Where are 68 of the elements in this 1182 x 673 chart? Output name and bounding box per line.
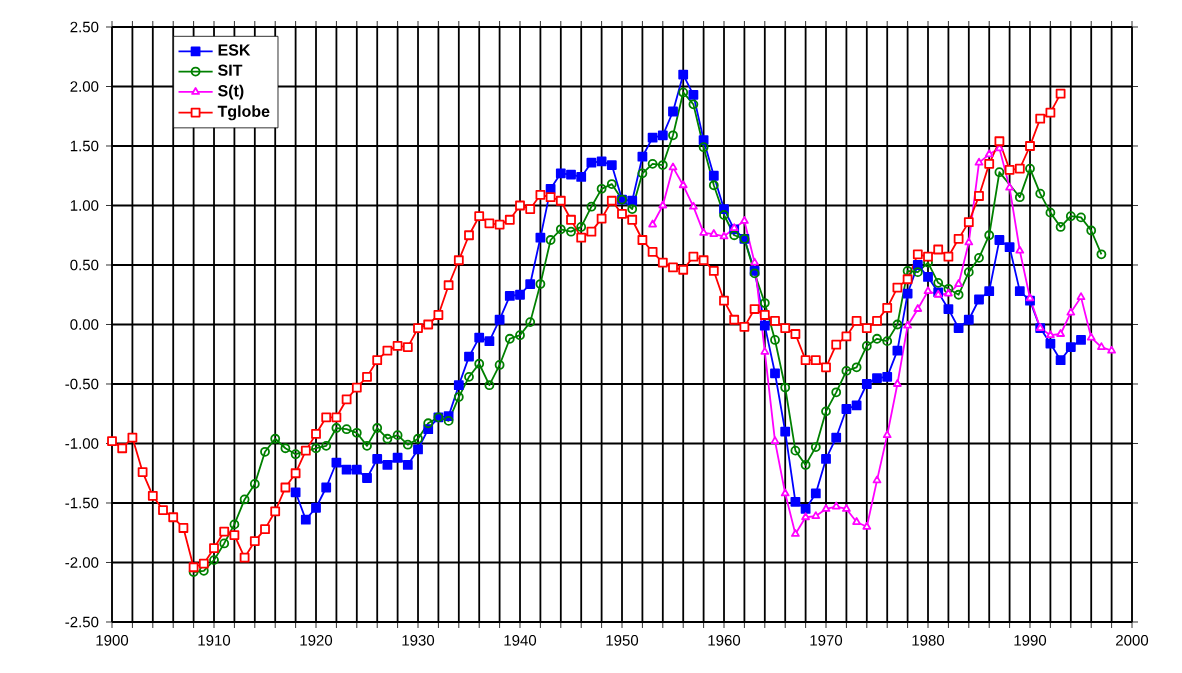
x-tick-label: 1990	[1014, 635, 1047, 646]
y-tick-label: 0.50	[70, 259, 99, 271]
point	[1107, 345, 1116, 354]
point	[1066, 307, 1076, 316]
point	[882, 430, 892, 439]
point	[678, 180, 688, 189]
point	[658, 200, 668, 209]
point	[668, 162, 678, 171]
x-tick-label: 1970	[810, 635, 843, 646]
y-tick-label: 1.50	[70, 140, 99, 152]
point	[740, 216, 749, 224]
point	[831, 501, 841, 510]
point	[699, 227, 708, 236]
x-tick-label: 1980	[912, 635, 945, 646]
point	[903, 320, 912, 329]
point	[1005, 182, 1014, 191]
x-tick-label: 1950	[606, 635, 639, 646]
point	[750, 257, 759, 266]
x-tick-label: 1920	[300, 635, 333, 646]
point	[1086, 332, 1096, 341]
x-tick-label: 1960	[708, 635, 741, 646]
legend-label: ESK	[218, 44, 251, 56]
legend-label: SIT	[218, 64, 243, 76]
point	[872, 475, 882, 484]
point	[852, 517, 861, 525]
point	[954, 279, 963, 287]
y-tick-label: -1.00	[65, 438, 99, 449]
y-tick-label: 2.50	[70, 21, 99, 33]
point	[811, 511, 821, 519]
point	[984, 149, 994, 158]
point	[964, 237, 974, 246]
x-tick-label: 1940	[504, 635, 537, 646]
point	[821, 504, 831, 512]
point	[770, 436, 780, 445]
point	[1046, 330, 1055, 339]
point	[689, 201, 698, 210]
y-tick-label: -2.00	[65, 557, 99, 568]
y-tick-label: -2.50	[65, 616, 99, 628]
point	[780, 488, 790, 497]
point	[648, 219, 657, 228]
point	[893, 379, 902, 387]
point	[944, 288, 953, 297]
point	[709, 229, 719, 237]
x-tick-label: 1910	[198, 635, 231, 646]
point	[791, 529, 800, 537]
x-tick-label: 2000	[1116, 635, 1149, 646]
point	[862, 521, 872, 530]
y-tick-label: 0.00	[70, 319, 99, 330]
point	[923, 286, 933, 295]
y-tick-label: -0.50	[65, 378, 99, 390]
point	[974, 157, 984, 166]
point	[1097, 342, 1106, 350]
point	[760, 346, 770, 355]
y-tick-label: 1.00	[70, 200, 99, 211]
point	[1076, 292, 1086, 301]
legend-label: Tglobe	[217, 105, 270, 121]
point	[719, 231, 729, 240]
point	[842, 504, 851, 512]
y-tick-label: -1.50	[65, 497, 99, 509]
point	[1025, 293, 1035, 302]
point	[1056, 329, 1065, 337]
legend-label: S(t)	[218, 84, 244, 100]
x-tick-label: 1930	[402, 635, 435, 646]
x-tick-label: 1900	[96, 635, 129, 646]
point	[913, 304, 923, 312]
point	[1015, 245, 1025, 254]
y-tick-label: 2.00	[70, 81, 99, 92]
point	[801, 512, 810, 521]
